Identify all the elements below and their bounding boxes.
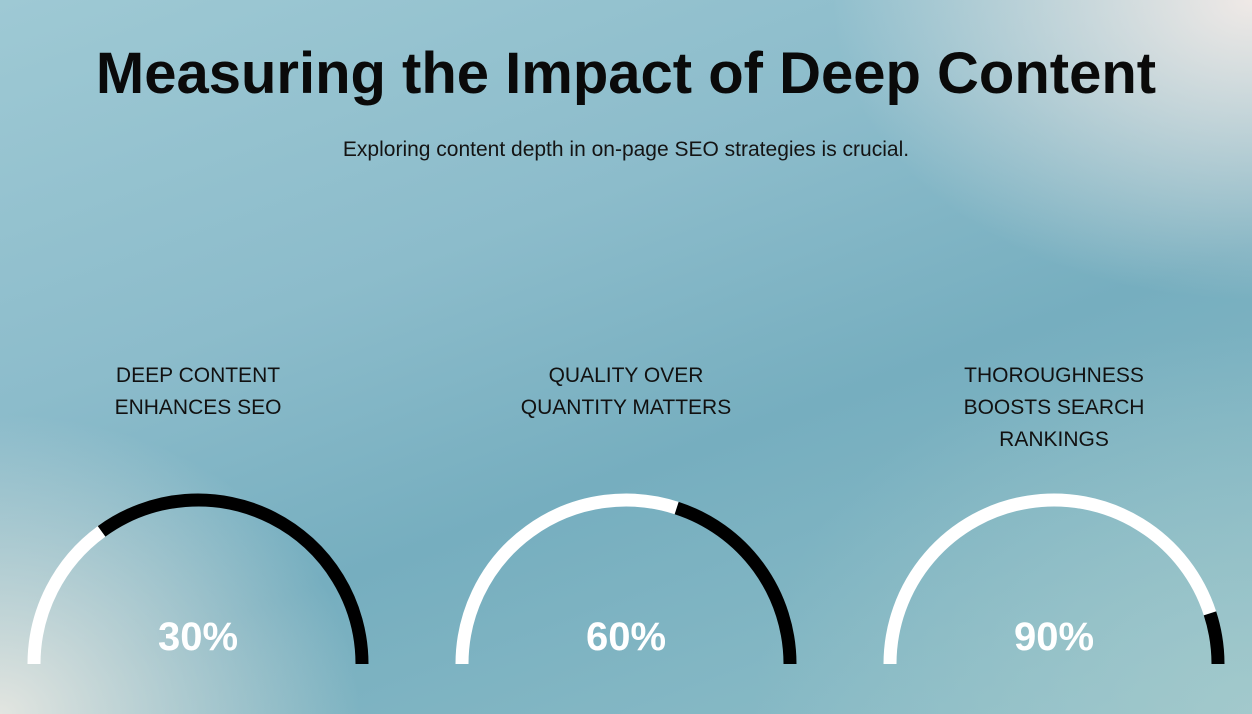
gauge-1-label: DEEP CONTENT ENHANCES SEO (114, 364, 282, 419)
gauge-filled-arc (883, 493, 1217, 665)
gauge-3-arc (883, 493, 1225, 665)
gauge-remaining-arc (97, 493, 369, 665)
page-title: Measuring the Impact of Deep Content (95, 41, 1157, 106)
gauge-remaining-arc (1203, 611, 1225, 665)
gauge-2-value: 60% (585, 615, 667, 659)
page-subtitle: Exploring content depth in on-page SEO s… (342, 138, 910, 161)
gauge-2-arc (455, 493, 797, 665)
gauge-1-arc (27, 493, 369, 665)
gauge-3-value: 90% (1013, 615, 1095, 659)
gauge-remaining-arc (674, 501, 797, 665)
gauge-2-label: QUALITY OVER QUANTITY MATTERS (520, 364, 732, 419)
gauge-filled-arc (455, 493, 679, 665)
gauge-filled-arc (27, 526, 106, 665)
gauge-1-value: 30% (157, 615, 239, 659)
gauge-3-label: THOROUGHNESS BOOSTS SEARCH RANKINGS (963, 364, 1145, 451)
